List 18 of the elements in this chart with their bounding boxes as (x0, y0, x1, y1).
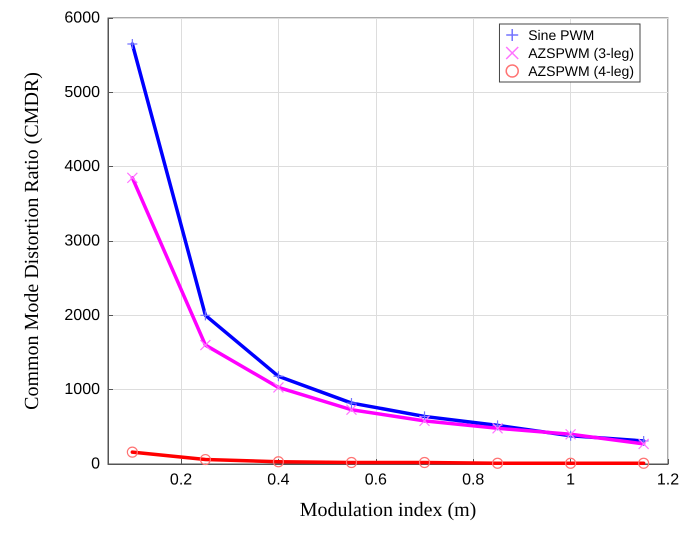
y-tick-label: 3000 (64, 232, 100, 250)
y-tick-label: 6000 (64, 10, 100, 26)
y-axis-title: Common Mode Distortion Ratio (CMDR) (21, 72, 43, 410)
x-tick-label: 1 (566, 472, 576, 488)
y-tick-label: 1000 (64, 381, 100, 398)
y-tick-label: 5000 (64, 84, 100, 101)
x-tick-label: 0.8 (462, 472, 484, 488)
y-tick-label: 2000 (64, 306, 100, 324)
x-tick-label: 0.4 (267, 472, 290, 488)
y-tick-label: 4000 (64, 158, 100, 176)
x-axis-title: Modulation index (m) (300, 499, 476, 521)
x-tick-label: 0.2 (170, 472, 192, 488)
legend-label: Sine PWM (528, 27, 594, 43)
x-tick-label: 1.2 (656, 472, 680, 488)
x-tick-label: 0.6 (364, 472, 388, 488)
legend-label: AZSPWM (4-leg) (528, 63, 634, 79)
y-tick-label: 0 (91, 456, 100, 472)
legend-label: AZSPWM (3-leg) (528, 45, 634, 61)
